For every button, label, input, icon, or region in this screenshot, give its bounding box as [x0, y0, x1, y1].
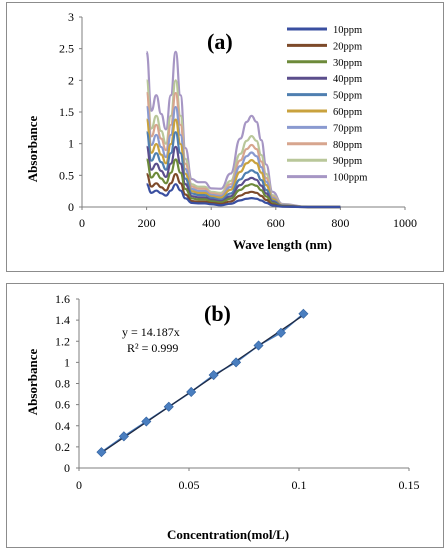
- trendline-equation: y = 14.187x: [122, 325, 180, 339]
- chart-a-x-tick-label: 200: [138, 216, 156, 230]
- data-point: [275, 327, 286, 338]
- chart-b-y-tick-label: 0.8: [55, 377, 70, 391]
- spectrum-line-100ppm: [145, 50, 341, 209]
- data-point: [208, 370, 219, 381]
- absorbance-spectra-chart: 0 0.5 1 1.5 2 2.5 3 0 200 400 600 800 1000 (a) Wave …: [25, 10, 417, 252]
- chart-b-y-tick-label: 0: [64, 461, 70, 475]
- data-point: [118, 431, 129, 442]
- chart-a-y-tick-label: 0: [68, 200, 74, 214]
- chart-a-y-tick-label: 2.5: [59, 42, 74, 56]
- chart-b-ylabel: Absorbance: [25, 349, 40, 416]
- data-point: [96, 447, 107, 458]
- chart-panel-b: 0 0.2 0.4 0.6 0.8 1 1.2 1.4 1.6 0 0.05 0.1 0.15 (b) …: [6, 283, 444, 548]
- chart-a-y-tick-label: 1.5: [59, 105, 74, 119]
- chart-a-x-tick-label: 800: [331, 216, 349, 230]
- spectrum-line-90ppm: [145, 79, 341, 209]
- chart-a-ticks: 0 0.5 1 1.5 2 2.5 3 0 200 400 600 800 1000: [59, 10, 417, 230]
- legend-label-30ppm: 30ppm: [333, 58, 362, 69]
- chart-b-y-tick-label: 0.6: [55, 398, 70, 412]
- spectrum-line-40ppm: [145, 145, 341, 209]
- spectrum-line-30ppm: [145, 158, 341, 209]
- chart-b-y-tick-label: 0.2: [55, 440, 70, 454]
- chart-b-x-tick-label: 0.15: [399, 478, 420, 492]
- chart-a-x-tick-label: 600: [267, 216, 285, 230]
- chart-a-lines: [145, 50, 341, 209]
- data-point: [141, 416, 152, 427]
- spectrum-line-50ppm: [145, 131, 341, 209]
- chart-a-xlabel: Wave length (nm): [233, 237, 332, 252]
- chart-a-axes: [79, 16, 406, 210]
- chart-a-x-tick-label: 0: [79, 216, 85, 230]
- legend-label-70ppm: 70ppm: [333, 123, 362, 134]
- legend-label-40ppm: 40ppm: [333, 74, 362, 85]
- chart-b-title: (b): [204, 301, 231, 326]
- chart-a-y-tick-label: 2: [68, 73, 74, 87]
- chart-b-y-tick-label: 1.4: [55, 313, 70, 327]
- legend-label-60ppm: 60ppm: [333, 107, 362, 118]
- chart-a-y-tick-label: 0.5: [59, 168, 74, 182]
- chart-a-x-tick-label: 1000: [393, 216, 417, 230]
- legend-label-80ppm: 80ppm: [333, 140, 362, 151]
- chart-panel-a: 0 0.5 1 1.5 2 2.5 3 0 200 400 600 800 1000 (a) Wave …: [6, 2, 444, 272]
- data-point: [298, 308, 309, 319]
- chart-a-y-tick-label: 1: [68, 137, 74, 151]
- trendline-r2: R² = 0.999: [127, 341, 178, 355]
- data-point: [231, 357, 242, 368]
- chart-a-legend: 10ppm 20ppm 30ppm 40ppm 50ppm 60ppm 70ppm 80ppm…: [287, 25, 367, 184]
- calibration-curve-chart: 00.20.40.60.811.21.41.60 0.05 0.1 0.15 (b) …: [25, 292, 420, 542]
- chart-b-x-tick-label: 0: [76, 478, 82, 492]
- data-point: [163, 401, 174, 412]
- chart-a-y-tick-label: 3: [68, 10, 74, 24]
- chart-b-x-tick-label: 0.1: [292, 478, 307, 492]
- chart-b-xlabel: Concentration(mol/L): [167, 527, 289, 542]
- chart-b-y-tick-label: 0.4: [55, 419, 70, 433]
- legend-label-90ppm: 90ppm: [333, 156, 362, 167]
- data-point: [186, 386, 197, 397]
- legend-label-100ppm: 100ppm: [333, 173, 367, 184]
- chart-a-ylabel: Absorbance: [25, 116, 40, 183]
- legend-label-50ppm: 50ppm: [333, 91, 362, 102]
- chart-b-y-tick-label: 1: [64, 355, 70, 369]
- spectrum-line-10ppm: [146, 183, 341, 209]
- chart-b-y-tick-label: 1.2: [55, 334, 70, 348]
- spectrum-line-70ppm: [145, 105, 341, 209]
- chart-a-x-tick-label: 400: [202, 216, 220, 230]
- chart-b-axes: [76, 298, 410, 471]
- spectrum-line-80ppm: [145, 91, 341, 209]
- chart-b-ticks: 0 0.2 0.4 0.6 0.8 1 1.2 1.4 1.6 0 0.05 0.1 0.15: [55, 292, 420, 492]
- data-point: [253, 340, 264, 351]
- spectrum-line-60ppm: [145, 118, 341, 209]
- chart-b-y-tick-label: 1.6: [55, 292, 70, 306]
- trendline: [101, 314, 304, 454]
- legend-label-10ppm: 10ppm: [333, 25, 362, 36]
- chart-b-x-tick-label: 0.05: [179, 478, 200, 492]
- chart-b-marks: [96, 308, 309, 458]
- legend-label-20ppm: 20ppm: [333, 41, 362, 52]
- chart-a-title: (a): [207, 29, 233, 54]
- spectrum-line-20ppm: [145, 172, 341, 209]
